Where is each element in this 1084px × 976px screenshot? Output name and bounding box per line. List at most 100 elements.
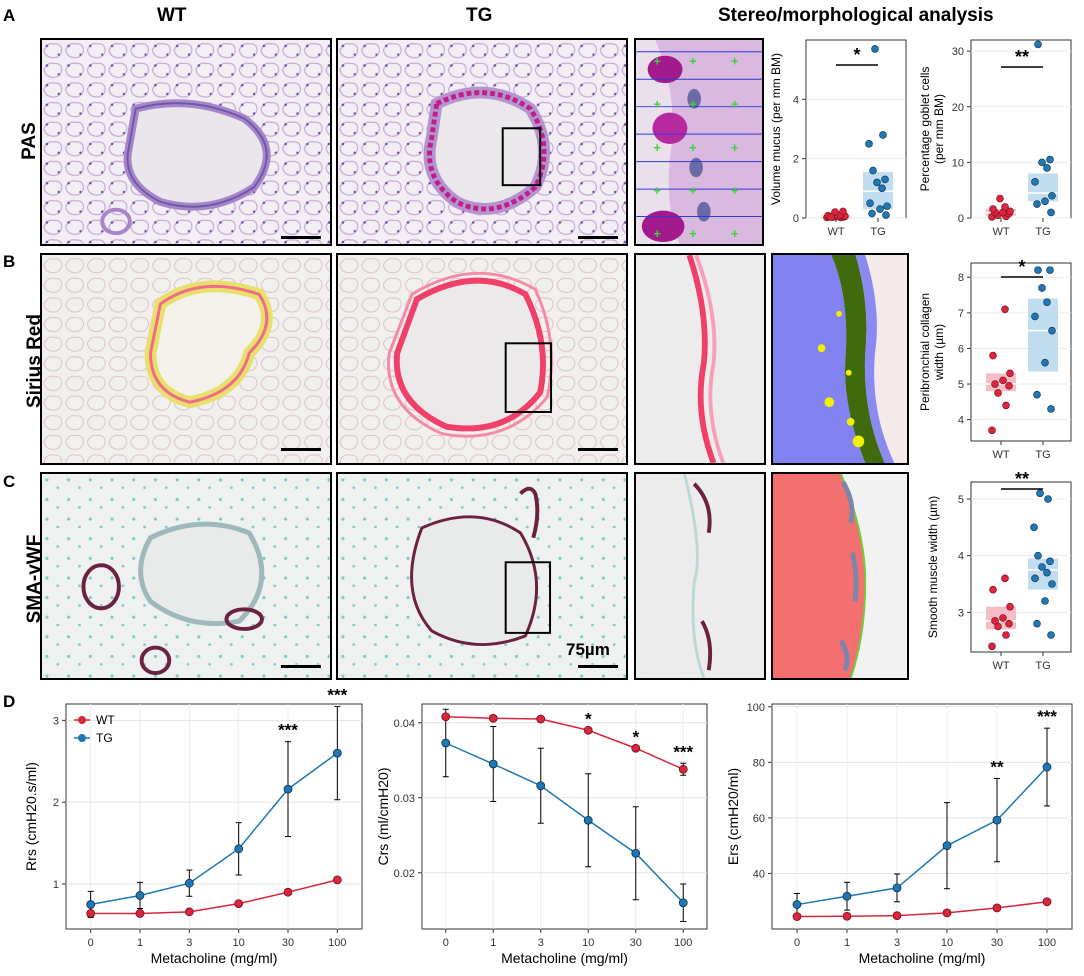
x-tick-label: 100 (328, 937, 346, 949)
wt-point (184, 907, 194, 917)
wt-point (991, 380, 999, 388)
micrograph-sirius-segmentation (771, 253, 909, 465)
tg-point (868, 209, 876, 218)
y-tick-label: 4 (793, 94, 799, 106)
y-tick-label: 5 (958, 494, 964, 506)
wt-point (991, 617, 999, 625)
chart-collagen-width: 4 5 6 7 8 WT TG * Peribronchial collagen width (µ… (918, 257, 1072, 461)
chart-goblet-cells: 0 10 20 30 WT TG ** Percentage goblet cells (per… (918, 39, 1072, 238)
legend-label-tg: TG (96, 731, 113, 745)
tg-point (1033, 619, 1041, 628)
y-axis-label: (per mm BM) (932, 94, 946, 164)
wt-point (1005, 382, 1013, 390)
y-tick-label: 100 (747, 702, 765, 714)
wt-point (999, 376, 1007, 385)
panel-letter-b: B (3, 252, 16, 271)
wt-point (831, 208, 839, 216)
tg-point (1038, 158, 1046, 167)
micrograph-pas-wt (40, 38, 332, 246)
panel-letter-c: C (3, 472, 16, 491)
x-tick-label: TG (1035, 449, 1050, 461)
significance-label: * (1018, 257, 1025, 277)
tg-point (873, 178, 881, 187)
x-tick-label: 3 (186, 937, 192, 949)
wt-point (996, 194, 1004, 203)
tg-point (1033, 390, 1041, 399)
wt-point (994, 389, 1002, 397)
scale-bar-sma-wt (281, 665, 321, 668)
tg-point (1048, 326, 1056, 335)
wt-point (989, 205, 997, 213)
x-tick-label: TG (870, 226, 885, 238)
wt-point (999, 614, 1007, 622)
tg-point (631, 848, 641, 858)
tg-point (866, 199, 874, 207)
svg-text:+: + (689, 54, 696, 68)
y-tick-label: 40 (753, 868, 765, 880)
x-tick-label: 3 (894, 937, 900, 949)
significance-label: ** (1015, 47, 1029, 67)
tg-point (135, 891, 145, 900)
significance-stars: * (585, 709, 592, 728)
wt-point (839, 207, 847, 216)
tg-point (1048, 580, 1056, 588)
tg-point (881, 175, 889, 184)
wt-series-line (796, 901, 1048, 918)
x-axis-label: Metacholine (mg/ml) (501, 950, 628, 966)
x-tick-label: 0 (794, 937, 800, 949)
wt-point (234, 899, 244, 909)
tg-point (1041, 597, 1049, 605)
y-axis-label: Ers (cmH20/ml) (725, 768, 741, 865)
tg-point (536, 781, 546, 791)
tg-point (876, 205, 884, 213)
tg-series-line (796, 766, 1048, 906)
micrograph-sirius-wt (40, 253, 332, 465)
tg-point (1034, 551, 1042, 560)
y-tick-label: 0.04 (394, 718, 415, 730)
tg-point (583, 815, 593, 825)
y-tick-label: 30 (952, 46, 964, 58)
scale-bar-sma-tg (578, 665, 618, 668)
tg-point (878, 184, 886, 193)
wt-series-line (445, 716, 684, 770)
wt-point (1006, 602, 1014, 611)
x-tick-label: WT (992, 226, 1009, 238)
tg-point (488, 759, 498, 769)
tg-point (1043, 568, 1051, 577)
x-tick-label: WT (827, 226, 844, 238)
tg-point (992, 815, 1002, 825)
wt-point (1002, 631, 1010, 639)
wt-point (842, 911, 852, 921)
tg-point (871, 45, 879, 53)
row-label-pas: PAS (19, 122, 40, 160)
y-tick-label: 0 (793, 213, 799, 225)
significance-stars: *** (1037, 707, 1057, 726)
tg-point (1038, 563, 1046, 571)
legend-marker-wt (78, 716, 86, 724)
chart-crs: 0.020.030.040 1 3 10 30 100*****Metacholine (… (375, 703, 708, 966)
y-tick-label: 3 (53, 715, 59, 727)
y-tick-label: 4 (958, 551, 964, 563)
y-axis-label: Crs (ml/cmH20) (375, 768, 391, 866)
svg-text:+: + (653, 227, 660, 241)
panel-letter-d: D (3, 692, 16, 711)
wt-point (583, 725, 593, 735)
x-axis-label: Metacholine (mg/ml) (151, 950, 278, 966)
x-tick-label: 0 (88, 937, 94, 949)
micrograph-sma-tg (336, 472, 628, 680)
x-tick-label: 1 (490, 937, 496, 949)
svg-text:+: + (689, 98, 696, 112)
wt-series-line (90, 879, 338, 915)
tg-point (1034, 266, 1042, 274)
micrograph-sirius-zoom (634, 253, 766, 465)
tg-point (1041, 197, 1049, 206)
tg-point (1041, 358, 1049, 367)
significance-stars: ** (990, 757, 1004, 776)
wt-point (135, 909, 145, 918)
tg-point (1034, 40, 1042, 49)
wt-point (827, 213, 835, 221)
tg-point (441, 738, 451, 748)
chart-volume-mucus: 0 2 4 WT TG * Volume mucus (per mm BM) (769, 39, 907, 238)
tg-point (1047, 631, 1055, 639)
